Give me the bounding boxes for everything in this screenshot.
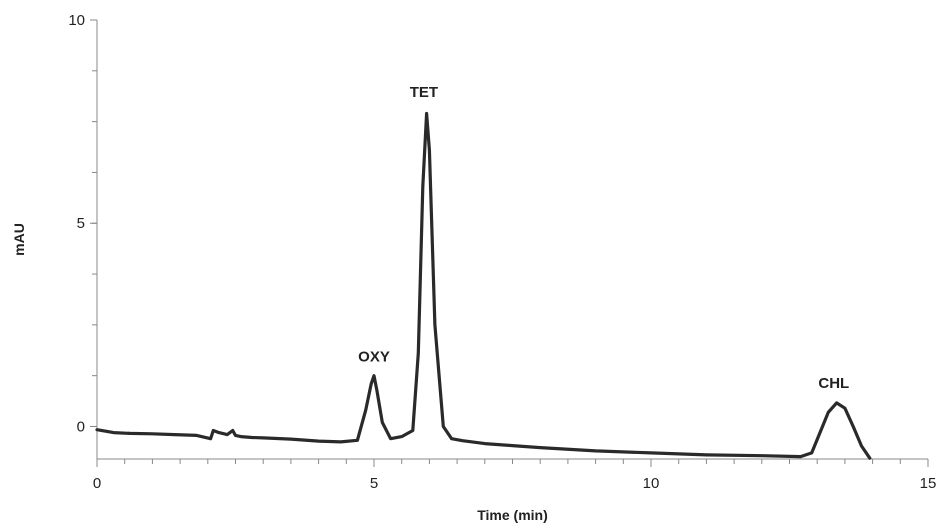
y-tick-label: 10 <box>68 12 85 29</box>
x-tick-label: 0 <box>93 475 101 492</box>
peak-label-chl: CHL <box>818 375 849 392</box>
chromatogram-trace <box>97 114 870 459</box>
axes: 0 5 10 0 5 10 15 <box>68 12 936 492</box>
x-tick-label: 5 <box>370 475 378 492</box>
y-ticks: 0 5 10 <box>68 12 97 435</box>
peak-label-tet: TET <box>410 84 438 101</box>
x-axis-title: Time (min) <box>477 507 548 523</box>
x-tick-label: 10 <box>643 475 660 492</box>
x-tick-label: 15 <box>920 475 937 492</box>
x-ticks: 0 5 10 15 <box>93 459 937 492</box>
y-axis-title: mAU <box>11 223 27 256</box>
y-tick-label: 0 <box>77 418 85 435</box>
peak-label-oxy: OXY <box>358 348 390 365</box>
y-tick-label: 5 <box>77 215 85 232</box>
